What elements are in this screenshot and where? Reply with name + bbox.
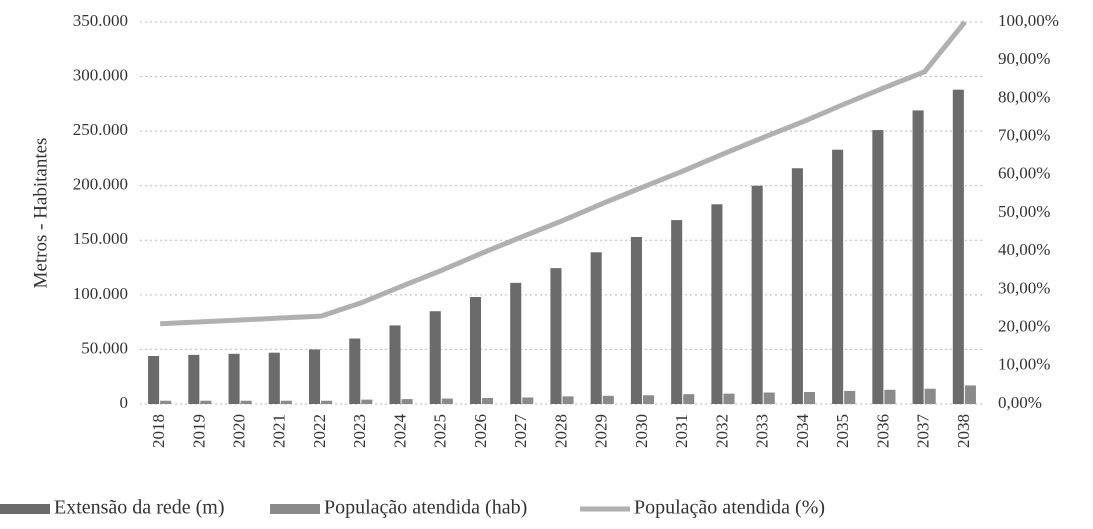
y2-tick-label: 60,00%	[998, 164, 1050, 183]
bar	[482, 397, 494, 404]
x-tick-label: 2020	[230, 414, 249, 448]
x-tick-label: 2038	[954, 414, 973, 448]
bar	[510, 282, 522, 404]
bar	[268, 352, 280, 404]
y2-tick-label: 70,00%	[998, 126, 1050, 145]
x-tick-label: 2037	[914, 414, 933, 449]
bar	[924, 388, 936, 404]
bar	[630, 237, 642, 404]
bar	[469, 297, 482, 404]
x-tick-label: 2031	[672, 414, 691, 448]
y2-tick-label: 20,00%	[998, 317, 1050, 336]
x-tick-label: 2028	[551, 414, 570, 448]
bar	[642, 395, 655, 404]
legend-swatch	[0, 504, 50, 514]
y-tick-label: 100.000	[73, 284, 128, 303]
bar	[361, 399, 373, 404]
y-tick-label: 350.000	[73, 11, 128, 30]
bar	[872, 130, 884, 404]
bar	[389, 325, 401, 404]
x-tick-label: 2036	[873, 414, 892, 448]
x-tick-label: 2027	[511, 414, 530, 449]
bar	[321, 400, 333, 404]
bar	[188, 354, 200, 404]
y-tick-label: 0	[120, 393, 129, 412]
y2-tick-label: 30,00%	[998, 278, 1050, 297]
y2-tick-label: 100,00%	[998, 11, 1059, 30]
bar	[562, 396, 574, 404]
legend-label: População atendida (%)	[634, 497, 825, 519]
bar	[671, 220, 683, 404]
x-tick-label: 2021	[270, 414, 289, 448]
x-tick-label: 2018	[149, 414, 168, 448]
bar	[228, 353, 240, 404]
bar	[763, 392, 775, 404]
bar	[280, 400, 292, 404]
x-tick-label: 2034	[793, 414, 812, 449]
bar	[791, 168, 803, 404]
y-axis-title: Metros - Habitantes	[30, 138, 51, 289]
x-tick-label: 2024	[390, 414, 409, 449]
y2-tick-label: 50,00%	[998, 202, 1050, 221]
bar	[441, 398, 453, 404]
x-tick-label: 2035	[833, 414, 852, 448]
y2-tick-label: 10,00%	[998, 355, 1050, 374]
x-tick-label: 2025	[431, 414, 450, 448]
y-tick-label: 150.000	[73, 229, 128, 248]
bar	[803, 391, 815, 404]
bar	[723, 393, 735, 404]
bar	[240, 400, 252, 404]
bar	[590, 252, 602, 404]
y-tick-label: 250.000	[73, 120, 128, 139]
line-series	[160, 20, 967, 327]
x-tick-label: 2033	[753, 414, 772, 448]
bar	[522, 397, 534, 404]
legend-label: Extensão da rede (m)	[54, 497, 224, 519]
y2-tick-label: 0,00%	[998, 393, 1042, 412]
bar	[751, 185, 763, 404]
bar	[550, 268, 562, 404]
bar	[160, 400, 172, 404]
x-tick-label: 2032	[712, 414, 731, 448]
bar	[148, 355, 160, 404]
x-tick-label: 2030	[632, 414, 651, 448]
x-tick-label: 2029	[592, 414, 611, 448]
y2-tick-label: 40,00%	[998, 240, 1050, 259]
bar	[683, 394, 695, 404]
y2-tick-label: 90,00%	[998, 49, 1050, 68]
legend-swatch	[270, 504, 320, 514]
x-tick-label: 2026	[471, 414, 490, 448]
bar	[884, 389, 896, 404]
bar	[964, 385, 976, 404]
bar	[429, 311, 441, 404]
bar	[844, 390, 856, 404]
x-tick-label: 2019	[189, 414, 208, 448]
y2-tick-label: 80,00%	[998, 87, 1050, 106]
y-tick-label: 300.000	[73, 65, 128, 84]
bar	[952, 89, 964, 404]
legend-label: População atendida (hab)	[324, 497, 527, 519]
bar	[912, 110, 924, 405]
x-tick-label: 2022	[310, 414, 329, 448]
bar	[602, 395, 614, 404]
bar	[200, 400, 212, 404]
y-tick-label: 200.000	[73, 175, 128, 194]
bar	[832, 149, 844, 404]
bar	[309, 349, 321, 404]
bar	[349, 338, 361, 404]
bar	[401, 399, 413, 404]
bar	[711, 204, 723, 404]
x-tick-label: 2023	[350, 414, 369, 448]
y-tick-label: 50.000	[81, 338, 128, 357]
